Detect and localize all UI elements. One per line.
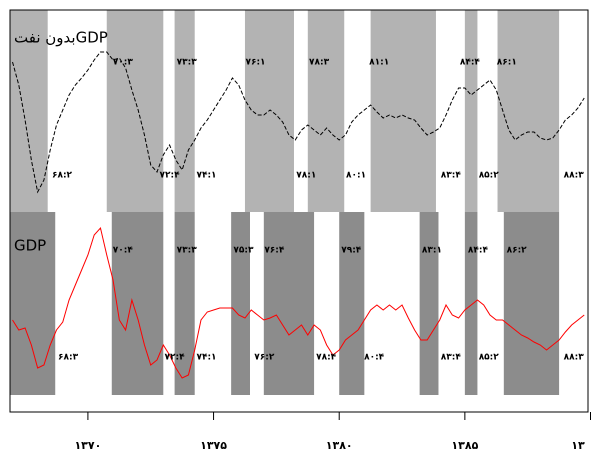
peak-label: ۷۰:۳ bbox=[113, 58, 134, 68]
panel-label: بدون نفتGDP bbox=[14, 29, 108, 47]
trough-label: ۷۸:۴ bbox=[316, 353, 337, 363]
peak-label: ۷۶:۱ bbox=[245, 58, 265, 68]
x-tick-label: ۱۳۸۵ bbox=[451, 439, 478, 452]
trough-label: ۷۶:۲ bbox=[254, 353, 275, 363]
peak-label: ۷۶:۴ bbox=[264, 246, 285, 256]
cycle-band bbox=[10, 212, 56, 395]
cycle-band bbox=[10, 10, 48, 212]
cycle-band bbox=[106, 10, 164, 212]
peak-label: ۷۸:۳ bbox=[309, 58, 330, 68]
trough-label: ۶۸:۲ bbox=[52, 171, 73, 181]
peak-label: ۷۰:۴ bbox=[113, 246, 134, 256]
trough-label: ۸۳:۴ bbox=[441, 171, 462, 181]
cycle-band bbox=[464, 10, 478, 212]
trough-label: ۷۲:۴ bbox=[165, 353, 186, 363]
cycle-band bbox=[497, 10, 560, 212]
cycle-band bbox=[111, 212, 164, 395]
cycle-band bbox=[370, 10, 436, 212]
trough-label: ۷۸:۱ bbox=[296, 171, 316, 181]
x-tick-label: ۱۳۷۰ bbox=[74, 439, 101, 452]
trough-label: ۷۴:۱ bbox=[196, 171, 216, 181]
trough-label: ۸۸:۳ bbox=[564, 353, 585, 363]
cycle-band bbox=[174, 212, 195, 395]
trough-label: ۸۵:۲ bbox=[479, 353, 500, 363]
peak-label: ۸۱:۱ bbox=[369, 58, 389, 68]
cycle-band bbox=[263, 212, 315, 395]
peak-label: ۷۳:۳ bbox=[177, 58, 198, 68]
cycle-band bbox=[174, 10, 195, 212]
trough-label: ۸۵:۲ bbox=[479, 171, 500, 181]
peak-label: ۸۴:۴ bbox=[460, 58, 481, 68]
x-tick-label: ۱۳۷۵ bbox=[200, 439, 227, 452]
peak-label: ۸۴:۴ bbox=[468, 246, 489, 256]
peak-label: ۷۳:۳ bbox=[177, 246, 198, 256]
trough-label: ۷۲:۴ bbox=[160, 171, 181, 181]
trough-label: ۸۳:۴ bbox=[441, 353, 462, 363]
peak-label: ۸۶:۱ bbox=[497, 58, 517, 68]
trough-label: ۸۸:۳ bbox=[564, 171, 585, 181]
plot-frame bbox=[9, 9, 589, 413]
series-line bbox=[12, 226, 585, 379]
trough-label: ۸۰:۴ bbox=[364, 353, 385, 363]
peak-label: ۷۵:۳ bbox=[233, 246, 254, 256]
peak-label: ۸۳:۱ bbox=[422, 246, 442, 256]
panel-label: GDP bbox=[14, 237, 46, 255]
peak-label: ۷۹:۴ bbox=[341, 246, 362, 256]
peak-label: ۸۶:۲ bbox=[507, 246, 528, 256]
trough-label: ۸۰:۱ bbox=[346, 171, 366, 181]
cycle-band bbox=[419, 212, 439, 395]
series-line bbox=[12, 51, 585, 194]
trough-label: ۷۴:۱ bbox=[196, 353, 216, 363]
cycle-band bbox=[307, 10, 345, 212]
cycle-band bbox=[503, 212, 560, 395]
cycle-band bbox=[339, 212, 365, 395]
cycle-band bbox=[231, 212, 250, 395]
cycle-band bbox=[464, 212, 478, 395]
x-tick-label: ۱۳ bbox=[571, 439, 585, 452]
trough-label: ۶۸:۳ bbox=[58, 353, 79, 363]
x-tick-label: ۱۳۸۰ bbox=[326, 439, 353, 452]
